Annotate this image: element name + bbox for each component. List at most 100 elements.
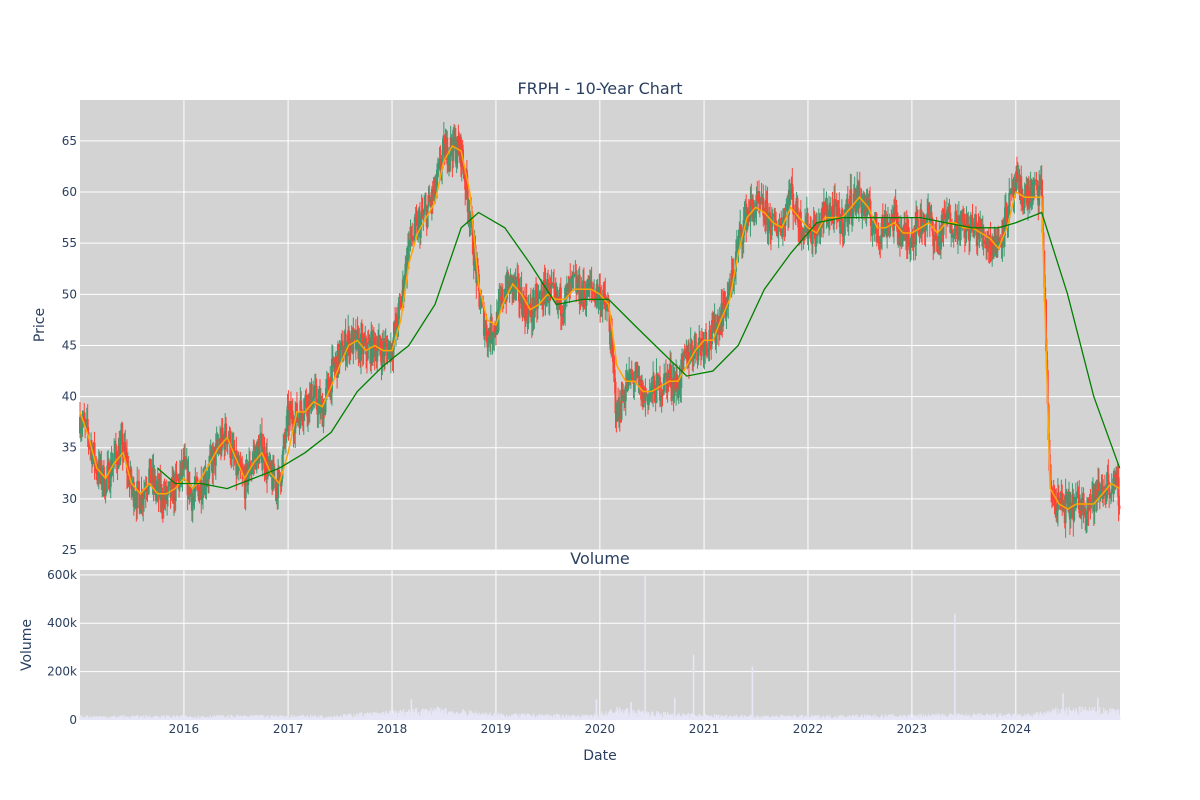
candle-up bbox=[623, 401, 626, 403]
candle-down bbox=[690, 343, 693, 351]
volume-bar bbox=[917, 714, 919, 720]
candle-down bbox=[834, 199, 837, 207]
candle-up bbox=[605, 306, 608, 311]
candle-up bbox=[1111, 488, 1114, 490]
volume-bar bbox=[639, 711, 641, 720]
candle-up bbox=[294, 415, 297, 434]
candle-up bbox=[601, 299, 604, 310]
candle-up bbox=[436, 169, 439, 186]
candle-up bbox=[829, 211, 832, 220]
volume-bar bbox=[1088, 707, 1091, 720]
volume-bar bbox=[522, 714, 525, 720]
candle-down bbox=[1015, 171, 1018, 179]
candle-up bbox=[754, 210, 757, 212]
candle-down bbox=[446, 137, 449, 165]
candle-down bbox=[796, 198, 799, 220]
volume-bar bbox=[718, 714, 720, 720]
candle-down bbox=[1054, 500, 1057, 504]
candle-down bbox=[916, 212, 919, 219]
volume-bar bbox=[468, 710, 471, 720]
candle-up bbox=[255, 442, 258, 470]
volume-bar bbox=[767, 715, 769, 720]
candle-down bbox=[541, 292, 544, 305]
volume-bar bbox=[971, 715, 973, 720]
candle-down bbox=[591, 287, 594, 291]
volume-bar bbox=[539, 715, 541, 720]
volume-bar bbox=[1016, 715, 1018, 720]
candle-up bbox=[703, 347, 706, 357]
candle-down bbox=[762, 197, 765, 216]
candle-down bbox=[951, 229, 954, 238]
candle-down bbox=[971, 217, 974, 228]
candle-down bbox=[1118, 505, 1121, 509]
candle-down bbox=[108, 462, 111, 490]
price-y-tick-label: 55 bbox=[62, 236, 77, 250]
volume-bar bbox=[532, 714, 534, 720]
volume-bar bbox=[1021, 715, 1023, 720]
volume-bar bbox=[381, 714, 383, 720]
candle-up bbox=[647, 394, 650, 406]
candle-down bbox=[936, 239, 939, 241]
candle-up bbox=[192, 496, 195, 500]
candle-down bbox=[1030, 179, 1033, 203]
candle-up bbox=[1033, 180, 1036, 186]
volume-bar bbox=[758, 716, 760, 720]
candle-up bbox=[659, 398, 662, 401]
candle-up bbox=[536, 297, 539, 309]
volume-bar bbox=[263, 715, 265, 720]
volume-bar bbox=[652, 712, 654, 720]
candle-down bbox=[553, 283, 556, 286]
candle-down bbox=[841, 209, 844, 237]
volume-bar bbox=[726, 715, 728, 720]
candle-down bbox=[779, 222, 782, 224]
candle-down bbox=[372, 331, 375, 342]
volume-bar bbox=[361, 712, 363, 720]
candle-up bbox=[377, 340, 380, 352]
volume-bar bbox=[790, 716, 792, 720]
candle-down bbox=[599, 287, 602, 311]
candle-down bbox=[138, 493, 141, 514]
candle-down bbox=[699, 337, 702, 341]
volume-bar-spike bbox=[1096, 698, 1099, 720]
candle-up bbox=[562, 313, 565, 318]
volume-bar bbox=[95, 715, 98, 720]
candle-down bbox=[283, 435, 286, 440]
candle-up bbox=[284, 437, 287, 440]
candle-down bbox=[877, 236, 880, 239]
volume-y-tick-label: 0 bbox=[69, 713, 77, 727]
candle-down bbox=[747, 210, 750, 216]
candle-up bbox=[968, 228, 971, 241]
candle-down bbox=[225, 423, 228, 440]
volume-bar bbox=[474, 711, 476, 720]
candle-up bbox=[119, 444, 122, 465]
candle-up bbox=[700, 338, 703, 352]
volume-bar bbox=[619, 709, 621, 720]
candle-up bbox=[412, 236, 415, 240]
candle-down bbox=[1084, 508, 1087, 518]
candle-down bbox=[553, 285, 556, 292]
candle-up bbox=[933, 236, 936, 247]
candle-down bbox=[875, 226, 878, 242]
volume-bar bbox=[257, 715, 259, 720]
volume-bar bbox=[88, 716, 90, 720]
candle-up bbox=[441, 138, 444, 155]
candle-down bbox=[385, 342, 388, 348]
volume-bar bbox=[473, 714, 475, 720]
candle-up bbox=[288, 410, 291, 426]
candle-up bbox=[167, 483, 170, 487]
candle-down bbox=[603, 289, 606, 294]
candle-down bbox=[543, 280, 546, 282]
candle-up bbox=[142, 499, 145, 506]
candle-up bbox=[183, 457, 186, 470]
candle-up bbox=[842, 233, 845, 237]
candle-down bbox=[239, 460, 242, 469]
candle-down bbox=[944, 213, 947, 220]
candle-down bbox=[1107, 473, 1110, 483]
volume-bar bbox=[635, 712, 637, 720]
candle-up bbox=[1008, 192, 1011, 219]
price-gridlines bbox=[80, 100, 1120, 551]
candle-up bbox=[760, 197, 763, 205]
volume-bar bbox=[709, 715, 711, 720]
candle-down bbox=[125, 455, 128, 473]
candle-up bbox=[1038, 185, 1041, 206]
